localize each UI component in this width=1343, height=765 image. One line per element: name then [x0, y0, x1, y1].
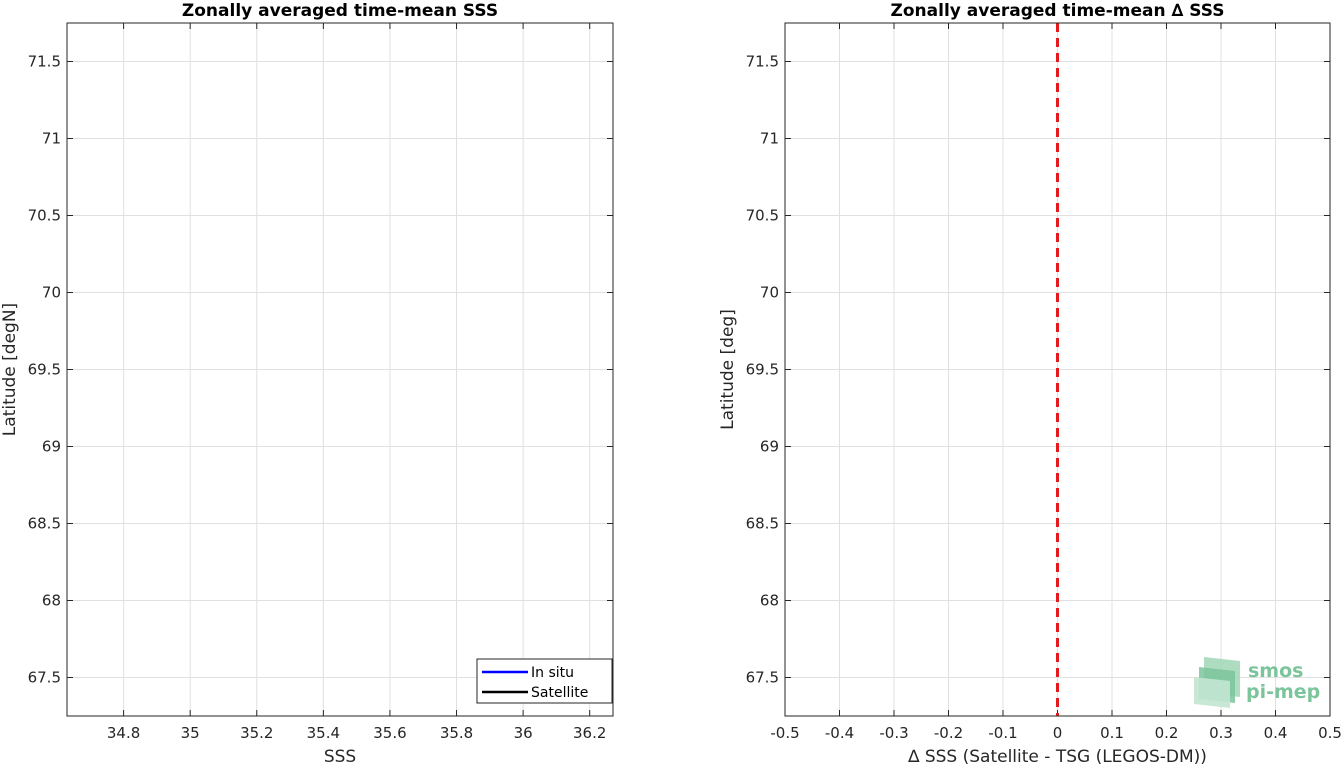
y-tick-label: 69.5	[746, 361, 779, 379]
legend: In situ Satellite	[476, 658, 613, 704]
x-tick-label: -0.3	[879, 724, 908, 742]
y-tick-label: 68	[760, 592, 779, 610]
x-tick-label: -0.5	[770, 724, 799, 742]
smos-pi-mep-logo: smos pi-mep	[1194, 657, 1320, 708]
left-chart-title: Zonally averaged time-mean SSS	[182, 1, 498, 21]
y-tick-label: 70.5	[746, 207, 779, 225]
y-tick-label: 70.5	[28, 207, 61, 225]
left-x-axis-label: SSS	[324, 747, 356, 765]
left-panel-sss: 34.8 35 35.2 35.4 35.6 35.8 36 36.2 67.56868.56…	[0, 1, 614, 765]
right-x-ticks: -0.5 -0.4 -0.3 -0.2 -0.1 0 0.1 0.2 0.3 0.4 0.5	[770, 23, 1342, 742]
x-tick-label: 35.6	[373, 724, 406, 742]
y-tick-label: 70	[42, 284, 61, 302]
y-tick-label: 67.5	[746, 669, 779, 687]
y-tick-label: 71.5	[746, 53, 779, 71]
right-plot-frame	[784, 22, 1331, 717]
x-tick-label: -0.1	[988, 724, 1017, 742]
right-x-axis-label: ∆ SSS (Satellite - TSG (LEGOS-DM))	[907, 747, 1207, 765]
x-tick-label: 36	[514, 724, 533, 742]
x-tick-label: 0.2	[1155, 724, 1179, 742]
x-tick-label: 35	[181, 724, 200, 742]
y-tick-label: 68.5	[746, 515, 779, 533]
logo-graphic-icon	[1194, 657, 1240, 708]
y-tick-label: 69.5	[28, 361, 61, 379]
right-panel-delta-sss: -0.5 -0.4 -0.3 -0.2 -0.1 0 0.1 0.2 0.3 0.4 0.5 67.…	[718, 1, 1342, 765]
y-tick-label: 70	[760, 284, 779, 302]
left-y-ticks: 67.5 68 68.5 69 69.5 70 70.5 71 71.5	[28, 53, 613, 687]
x-tick-label: -0.2	[934, 724, 963, 742]
left-x-ticks: 34.8 35 35.2 35.4 35.6 35.8 36 36.2	[107, 23, 606, 742]
x-tick-label: 0.5	[1318, 724, 1342, 742]
right-y-axis-label: Latitude [deg]	[718, 309, 738, 430]
logo-text-pi-mep: pi-mep	[1246, 681, 1320, 703]
y-tick-label: 68.5	[28, 515, 61, 533]
y-tick-label: 71.5	[28, 53, 61, 71]
right-chart-title: Zonally averaged time-mean ∆ SSS	[891, 1, 1225, 21]
y-tick-label: 68	[42, 592, 61, 610]
x-tick-label: 35.4	[307, 724, 340, 742]
y-tick-label: 71	[760, 130, 779, 148]
left-plot-frame	[66, 22, 614, 717]
legend-box	[476, 658, 613, 704]
legend-label-in-situ: In situ	[531, 665, 574, 681]
x-tick-label: 34.8	[107, 724, 140, 742]
right-y-ticks: 67.5 68 68.5 69 69.5 70 70.5 71 71.5	[746, 53, 1330, 687]
y-tick-label: 69	[42, 438, 61, 456]
y-tick-label: 67.5	[28, 669, 61, 687]
logo-text-smos: smos	[1248, 660, 1303, 682]
x-tick-label: 0.1	[1100, 724, 1124, 742]
y-tick-label: 69	[760, 438, 779, 456]
x-tick-label: 0.3	[1209, 724, 1233, 742]
x-tick-label: 0.4	[1264, 724, 1288, 742]
x-tick-label: -0.4	[825, 724, 854, 742]
x-tick-label: 35.8	[440, 724, 473, 742]
x-tick-label: 0	[1053, 724, 1063, 742]
left-grid	[67, 23, 613, 716]
x-tick-label: 35.2	[240, 724, 273, 742]
legend-label-satellite: Satellite	[531, 685, 588, 701]
y-tick-label: 71	[42, 130, 61, 148]
x-tick-label: 36.2	[573, 724, 606, 742]
left-y-axis-label: Latitude [degN]	[0, 303, 20, 436]
